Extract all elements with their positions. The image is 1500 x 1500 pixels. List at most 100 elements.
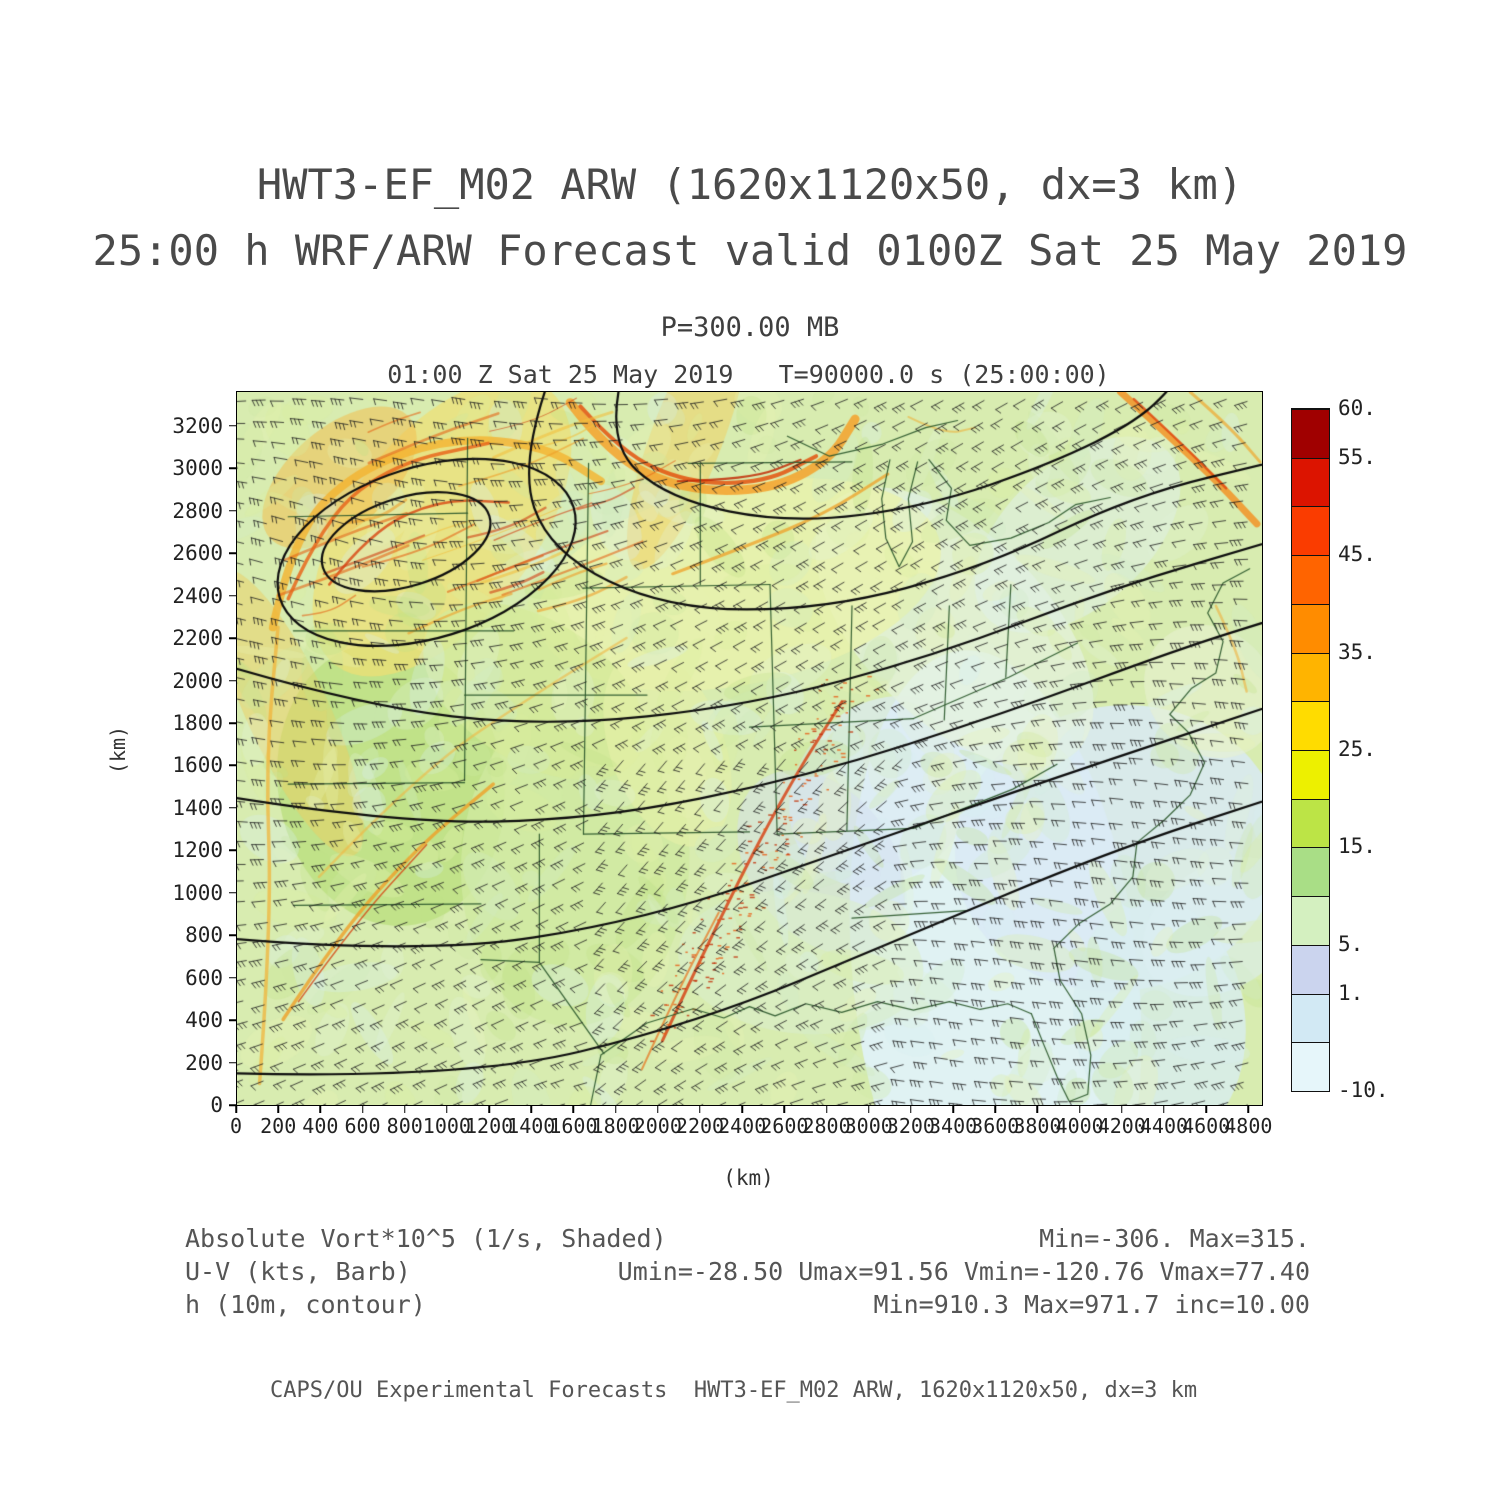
forecast-map-canvas — [237, 392, 1262, 1105]
x-tick-mark — [361, 1106, 364, 1113]
y-tick-label: 1400 — [172, 795, 223, 820]
colorbar-tick-label: 60. — [1338, 396, 1376, 420]
x-tick-mark — [235, 1106, 237, 1113]
x-tick-mark — [1247, 1106, 1250, 1113]
x-tick-mark — [699, 1106, 701, 1113]
legend-row-shaded: Absolute Vort*10^5 (1/s, Shaded) Min=-30… — [185, 1222, 1310, 1255]
y-tick-label: 1200 — [172, 838, 223, 863]
colorbar-segment — [1292, 798, 1329, 848]
x-tick-mark — [783, 1106, 786, 1113]
x-tick-label: 2200 — [675, 1114, 725, 1138]
colorbar-tick-label: 55. — [1338, 444, 1376, 469]
plot-subtitle: 25:00 h WRF/ARW Forecast valid 0100Z Sat… — [92, 226, 1408, 275]
x-tick-mark — [741, 1106, 743, 1113]
x-tick-label: 2600 — [760, 1114, 809, 1138]
x-tick-label: 0 — [229, 1114, 243, 1138]
colorbar-labels: 60. 55. 45. 35. 25. 15. 5. 1. -10. — [1338, 396, 1408, 1102]
y-tick-mark — [229, 467, 236, 470]
x-tick-mark — [1121, 1106, 1123, 1113]
x-tick-mark — [657, 1106, 659, 1113]
x-tick-label: 4200 — [1097, 1114, 1146, 1138]
colorbar-segment — [1292, 847, 1329, 897]
valid-time-label: 01:00 Z Sat 25 May 2019 T=90000.0 s (25:… — [387, 360, 1110, 389]
x-tick-label: 3000 — [844, 1114, 893, 1138]
plot-title: HWT3-EF_M02 ARW (1620x1120x50, dx=3 km) — [256, 160, 1244, 209]
x-tick-label: 600 — [344, 1114, 381, 1138]
pressure-level-label: P=300.00 MB — [660, 312, 840, 343]
y-tick-mark — [229, 849, 236, 852]
x-tick-mark — [994, 1106, 996, 1113]
x-tick-mark — [277, 1106, 279, 1113]
y-tick-label: 2400 — [172, 583, 223, 608]
colorbar-segment — [1292, 944, 1329, 994]
y-tick-mark — [229, 679, 236, 682]
colorbar-segment — [1292, 652, 1329, 702]
y-tick-mark — [229, 892, 236, 894]
x-tick-label: 400 — [302, 1114, 339, 1138]
y-tick-mark — [229, 510, 236, 512]
field-legend: Absolute Vort*10^5 (1/s, Shaded) Min=-30… — [185, 1222, 1310, 1321]
y-tick-label: 400 — [185, 1008, 223, 1033]
y-tick-mark — [229, 594, 236, 597]
x-tick-mark — [403, 1106, 406, 1113]
y-axis-ticks: 0 200 400 600 800 1000 1200 1400 1600 1800 2000 220… — [140, 392, 236, 1117]
y-tick-mark — [229, 764, 236, 767]
colorbar-tick-label: 25. — [1338, 737, 1376, 761]
colorbar-tick-label: 1. — [1338, 980, 1364, 1005]
x-tick-label: 1800 — [591, 1114, 640, 1138]
x-tick-mark — [825, 1106, 828, 1113]
y-tick-label: 3000 — [172, 456, 223, 481]
x-tick-mark — [1205, 1106, 1207, 1113]
legend-contour-label: h (10m, contour) — [185, 1290, 426, 1319]
x-tick-mark — [1036, 1106, 1039, 1113]
y-tick-mark — [229, 722, 236, 724]
y-tick-mark — [229, 425, 236, 427]
x-tick-label: 3800 — [1013, 1114, 1062, 1138]
y-tick-label: 2200 — [172, 626, 223, 651]
colorbar-segment — [1292, 555, 1329, 604]
x-tick-mark — [572, 1106, 575, 1113]
x-tick-label: 4800 — [1224, 1114, 1273, 1138]
y-tick-mark — [229, 1061, 236, 1064]
colorbar-tick-label: 35. — [1338, 639, 1376, 664]
x-tick-label: 2400 — [718, 1114, 767, 1138]
colorbar-tick-label: 5. — [1338, 931, 1364, 956]
y-tick-label: 800 — [185, 923, 223, 948]
x-tick-mark — [867, 1106, 870, 1113]
y-tick-mark — [229, 1104, 236, 1106]
x-tick-label: 4600 — [1182, 1114, 1231, 1138]
x-tick-label: 3400 — [928, 1114, 978, 1138]
x-tick-mark — [488, 1106, 490, 1113]
x-tick-mark — [319, 1106, 322, 1113]
y-tick-label: 2000 — [172, 668, 223, 693]
y-tick-mark — [229, 934, 236, 936]
y-tick-label: 3200 — [172, 413, 223, 438]
colorbar-segment — [1292, 701, 1329, 750]
colorbar-segment — [1292, 506, 1329, 556]
colorbar-tick-label: 15. — [1338, 834, 1376, 859]
x-tick-mark — [1078, 1106, 1081, 1113]
x-tick-label: 200 — [260, 1114, 297, 1138]
map-area — [236, 391, 1263, 1106]
x-tick-mark — [910, 1106, 912, 1113]
x-tick-label: 2800 — [802, 1114, 851, 1138]
y-tick-label: 2600 — [172, 541, 223, 566]
legend-barb-label: U-V (kts, Barb) — [185, 1257, 411, 1286]
colorbar-tick-label: -10. — [1338, 1078, 1389, 1102]
colorbar-segment — [1292, 750, 1329, 799]
legend-barb-stats: Umin=-28.50 Umax=91.56 Vmin=-120.76 Vmax… — [617, 1257, 1310, 1286]
y-tick-mark — [229, 976, 236, 979]
x-tick-label: 800 — [386, 1114, 423, 1138]
y-tick-mark — [229, 637, 236, 639]
colorbar — [1291, 408, 1330, 1092]
x-tick-label: 1200 — [464, 1114, 514, 1138]
y-tick-label: 1600 — [172, 753, 223, 778]
y-tick-label: 200 — [185, 1050, 223, 1075]
colorbar-segment — [1292, 457, 1329, 507]
x-tick-mark — [1163, 1106, 1165, 1113]
x-tick-label: 2000 — [633, 1114, 682, 1138]
colorbar-tick-label: 45. — [1338, 542, 1376, 567]
y-axis-label: (km) — [106, 725, 130, 775]
legend-shaded-label: Absolute Vort*10^5 (1/s, Shaded) — [185, 1224, 667, 1253]
